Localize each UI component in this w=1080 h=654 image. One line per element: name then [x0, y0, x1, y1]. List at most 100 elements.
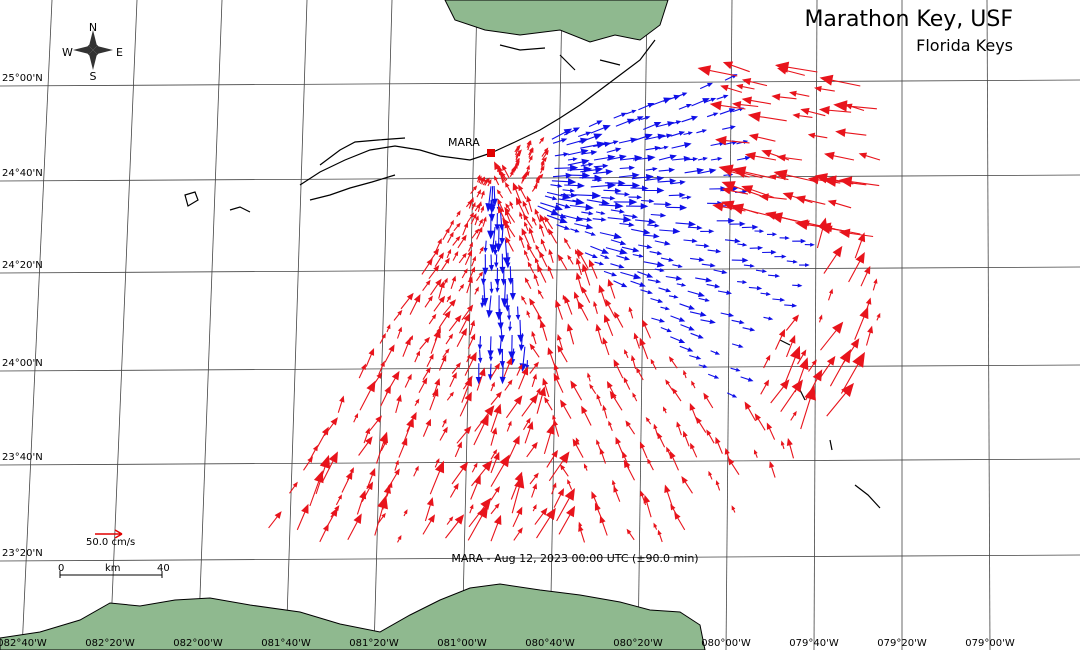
current-vector	[434, 458, 440, 468]
current-vector	[613, 485, 621, 502]
current-vector	[700, 319, 716, 325]
current-vector	[785, 334, 796, 358]
current-vector	[710, 156, 723, 161]
current-vector	[598, 284, 607, 307]
current-vector	[490, 486, 500, 501]
current-vector	[741, 78, 768, 87]
current-vector	[567, 157, 578, 162]
current-vector	[689, 354, 702, 360]
current-vector	[564, 182, 585, 189]
current-vector	[577, 248, 589, 269]
current-vector	[448, 314, 462, 332]
current-vector	[529, 361, 539, 374]
current-vector	[653, 522, 658, 530]
current-vector	[466, 212, 475, 223]
current-vector	[592, 178, 603, 183]
longitude-line	[725, 0, 733, 651]
current-vector	[358, 363, 367, 379]
current-vector	[590, 245, 610, 254]
current-vector	[479, 176, 484, 185]
current-vector	[618, 172, 640, 179]
current-vector	[593, 154, 616, 161]
current-vector	[666, 204, 688, 211]
current-vector	[731, 343, 744, 348]
current-vector	[309, 470, 324, 507]
current-vector	[532, 504, 537, 512]
current-vector	[630, 354, 637, 370]
current-vector	[480, 267, 487, 286]
current-vector	[690, 442, 698, 458]
vector-scale-label: 50.0 cm/s	[86, 537, 135, 548]
current-vector	[829, 348, 852, 387]
current-vector	[792, 238, 807, 244]
current-vector	[465, 199, 472, 208]
current-vector	[480, 295, 485, 309]
current-vector	[643, 261, 665, 268]
current-vector	[690, 257, 705, 262]
current-vector	[499, 363, 506, 385]
current-vector	[610, 208, 625, 214]
current-vector	[730, 367, 741, 372]
current-vector	[630, 185, 649, 192]
current-vector	[553, 488, 565, 508]
current-vector	[386, 324, 391, 333]
longitude-label: 080°40'W	[525, 638, 575, 649]
current-vector	[546, 449, 558, 468]
current-vector	[625, 420, 636, 435]
current-vector	[775, 328, 786, 350]
current-vector	[521, 174, 526, 184]
current-vector	[740, 376, 754, 382]
longitude-label: 081°40'W	[261, 638, 311, 649]
current-vector	[679, 345, 694, 352]
current-vector	[536, 507, 556, 539]
current-vector	[808, 359, 817, 372]
current-vector	[490, 403, 502, 433]
current-vector	[707, 248, 722, 254]
current-vector	[654, 240, 671, 246]
current-vector	[664, 484, 673, 507]
current-vector	[721, 186, 749, 195]
current-vector	[374, 495, 388, 536]
current-vector	[476, 367, 486, 391]
current-vector	[319, 523, 329, 543]
longitude-label: 081°00'W	[437, 638, 487, 649]
current-vector	[369, 415, 382, 432]
current-vector	[442, 418, 447, 428]
current-vector	[650, 212, 667, 218]
current-vector	[763, 316, 774, 321]
current-vector	[449, 219, 454, 229]
current-vector	[505, 236, 514, 252]
current-vector	[539, 165, 545, 174]
current-vector	[575, 272, 583, 292]
current-vector	[628, 306, 634, 319]
current-vector	[529, 472, 539, 485]
current-vector	[556, 333, 563, 350]
current-vector	[499, 225, 506, 245]
current-vector	[628, 116, 644, 124]
current-vector	[703, 97, 717, 104]
current-vector	[556, 487, 575, 522]
compass-n: N	[89, 21, 97, 34]
current-vector	[657, 529, 663, 543]
current-vector	[526, 195, 533, 212]
current-vector	[790, 410, 797, 421]
current-vector	[487, 213, 495, 240]
current-vector	[650, 358, 657, 370]
current-vector	[464, 351, 477, 376]
current-vector	[547, 347, 556, 367]
current-vector	[690, 332, 704, 339]
current-vector	[490, 427, 498, 446]
current-vector	[827, 288, 834, 301]
current-vector	[643, 187, 665, 194]
current-vector	[706, 429, 715, 444]
current-vector	[458, 252, 467, 264]
current-vector	[691, 380, 696, 389]
current-vector	[466, 353, 471, 363]
current-vector	[515, 306, 521, 321]
current-vector	[748, 133, 776, 142]
current-vector	[671, 387, 682, 402]
current-vector	[456, 327, 467, 347]
current-vector	[430, 278, 442, 296]
current-vector	[729, 203, 772, 217]
current-vector	[522, 200, 530, 215]
